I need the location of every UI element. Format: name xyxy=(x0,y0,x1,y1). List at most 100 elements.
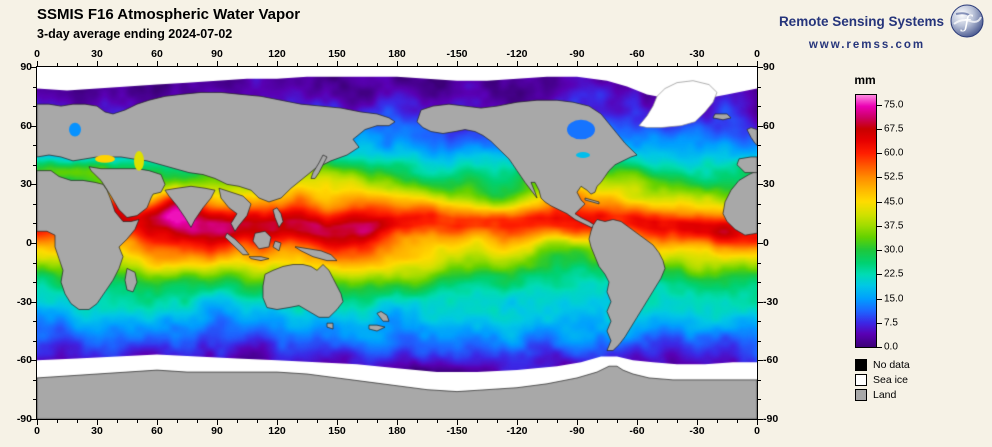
lon-tick-label: -30 xyxy=(689,48,705,60)
legend-swatch-no-data xyxy=(855,359,867,371)
axis-tick xyxy=(758,164,761,166)
legend-label: Sea ice xyxy=(873,374,909,386)
axis-tick xyxy=(477,63,478,66)
colorbar-tick xyxy=(877,274,882,276)
axis-tick xyxy=(357,420,358,423)
axis-tick xyxy=(57,420,58,423)
lon-tick-label: 120 xyxy=(268,48,286,60)
axis-tick xyxy=(197,420,198,423)
colorbar-tick xyxy=(877,177,882,179)
lon-tick-label: 180 xyxy=(388,425,406,437)
axis-tick xyxy=(717,420,718,423)
axis-tick xyxy=(637,420,638,425)
colorbar-tick xyxy=(877,322,882,324)
lon-tick-label: 150 xyxy=(328,425,346,437)
axis-tick xyxy=(37,420,38,425)
axis-tick xyxy=(457,61,458,66)
axis-tick xyxy=(758,145,761,147)
lat-tick-label: -30 xyxy=(763,295,779,308)
axis-tick xyxy=(277,61,278,66)
svg-text:ƒ: ƒ xyxy=(960,12,974,33)
axis-tick xyxy=(33,164,36,166)
axis-tick xyxy=(557,420,558,423)
axis-tick xyxy=(97,420,98,425)
lat-tick-label: 90 xyxy=(763,61,775,73)
axis-tick xyxy=(33,282,36,284)
axis-tick xyxy=(33,145,36,147)
axis-tick xyxy=(758,399,761,401)
axis-tick xyxy=(33,321,36,323)
lon-tick-label: 30 xyxy=(91,425,103,437)
lat-tick-label: 0 xyxy=(26,237,32,249)
colorbar-tick xyxy=(877,201,882,203)
axis-tick xyxy=(277,420,278,425)
colorbar-tick-label: 37.5 xyxy=(884,220,904,232)
axis-tick xyxy=(737,420,738,423)
axis-tick xyxy=(758,262,761,264)
lon-tick-label: -120 xyxy=(506,425,528,437)
brand-url: www.remss.com xyxy=(808,39,926,51)
lon-tick-label: 180 xyxy=(388,48,406,60)
colorbar-frame xyxy=(855,94,877,348)
axis-tick xyxy=(537,63,538,66)
axis-tick xyxy=(497,63,498,66)
lat-tick-label: -30 xyxy=(16,295,32,308)
axis-tick xyxy=(758,203,761,205)
legend-item: Land xyxy=(855,389,910,401)
axis-tick xyxy=(657,420,658,423)
axis-tick xyxy=(397,61,398,66)
axis-tick xyxy=(137,420,138,423)
axis-tick xyxy=(697,61,698,66)
lon-axis-top: 0 30 60 90 120 150 180 -150 -120 -90 -60 -30 0 xyxy=(34,48,760,62)
axis-tick xyxy=(297,420,298,423)
lon-tick-label: -150 xyxy=(446,425,468,437)
colorbar-tick-label: 15.0 xyxy=(884,293,904,305)
axis-tick xyxy=(657,63,658,66)
axis-tick xyxy=(758,243,763,244)
axis-tick xyxy=(137,63,138,66)
axis-tick xyxy=(697,420,698,425)
colorbar-tick-label: 22.5 xyxy=(884,268,904,280)
lon-tick-label: 90 xyxy=(211,48,223,60)
axis-tick xyxy=(97,61,98,66)
axis-tick xyxy=(31,125,36,127)
legend-swatch-sea-ice xyxy=(855,374,867,386)
axis-tick xyxy=(637,61,638,66)
colorbar xyxy=(856,95,876,347)
lat-tick-label: 90 xyxy=(20,61,32,73)
colorbar-tick xyxy=(877,298,882,300)
axis-tick xyxy=(597,63,598,66)
colorbar-tick xyxy=(877,104,882,106)
lon-tick-label: 150 xyxy=(328,48,346,60)
legend-item: No data xyxy=(855,359,910,371)
axis-tick xyxy=(758,301,763,303)
axis-tick xyxy=(617,420,618,423)
axis-tick xyxy=(31,67,36,68)
axis-tick xyxy=(257,420,258,423)
axis-tick xyxy=(237,63,238,66)
lat-tick-label: -90 xyxy=(16,413,32,425)
axis-tick xyxy=(357,63,358,66)
axis-tick xyxy=(31,243,36,244)
lat-tick-label: -90 xyxy=(763,413,779,425)
axis-tick xyxy=(377,63,378,66)
axis-tick xyxy=(717,63,718,66)
axis-tick xyxy=(57,63,58,66)
brand-row: Remote Sensing Systems ƒ xyxy=(779,4,984,38)
axis-tick xyxy=(157,61,158,66)
lon-tick-label: -90 xyxy=(569,48,585,60)
map-canvas xyxy=(37,67,757,419)
axis-tick xyxy=(177,63,178,66)
colorbar-tick xyxy=(877,250,882,252)
axis-tick xyxy=(217,420,218,425)
lon-tick-label: 120 xyxy=(268,425,286,437)
lat-tick-label: 0 xyxy=(763,237,769,249)
axis-tick xyxy=(317,420,318,423)
lat-tick-label: 30 xyxy=(20,178,32,191)
axis-tick xyxy=(177,420,178,423)
lon-tick-label: -90 xyxy=(569,425,585,437)
axis-tick xyxy=(758,106,761,108)
axis-tick xyxy=(37,61,38,66)
axis-tick xyxy=(737,63,738,66)
colorbar-tick-label: 75.0 xyxy=(884,99,904,111)
